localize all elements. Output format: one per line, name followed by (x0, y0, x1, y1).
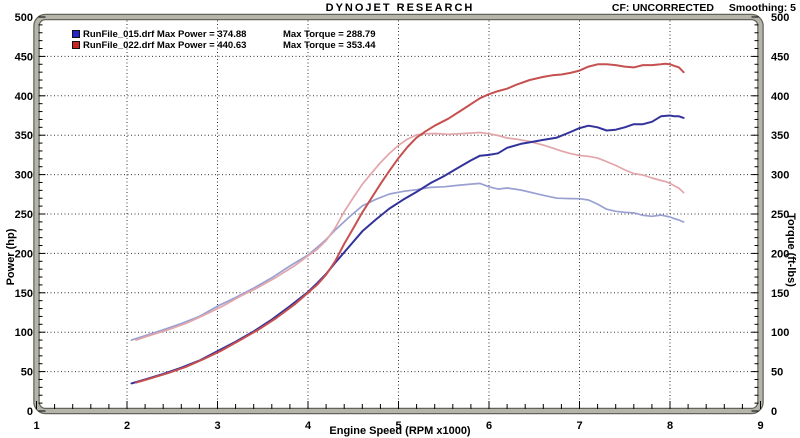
x-axis-title: Engine Speed (RPM x1000) (329, 425, 471, 437)
y-tick-left-350: 350 (15, 130, 33, 142)
header-right: CF: UNCORRECTED Smoothing: 5 (612, 2, 796, 14)
y-axis-title-power: Power (hp) (5, 228, 17, 286)
y-tick-right-250: 250 (771, 209, 789, 221)
legend-label-power: RunFile_022.drf Max Power = 440.63 (83, 40, 247, 51)
y-tick-right-500: 500 (771, 12, 789, 24)
y-tick-left-100: 100 (15, 327, 33, 339)
y-tick-right-450: 450 (771, 51, 789, 63)
y-tick-left-300: 300 (15, 170, 33, 182)
y-tick-right-0: 0 (771, 406, 777, 418)
legend-label-torque: Max Torque = 288.79 (283, 29, 376, 40)
legend-label-power: RunFile_015.drf Max Power = 374.88 (83, 29, 247, 40)
plot-frame (33, 13, 764, 415)
x-tick-5: 5 (395, 420, 401, 432)
smoothing-label: Smoothing: 5 (728, 2, 796, 14)
y-tick-right-350: 350 (771, 130, 789, 142)
axis-ticks (36, 16, 761, 412)
y-tick-left-400: 400 (15, 91, 33, 103)
curve-power_015 (130, 114, 685, 385)
legend-swatch-red (72, 41, 80, 49)
curve-torque_015 (130, 182, 685, 341)
y-tick-left-150: 150 (15, 288, 33, 300)
legend-label-torque: Max Torque = 353.44 (283, 40, 376, 51)
x-tick-7: 7 (576, 420, 582, 432)
y-tick-left-500: 500 (15, 12, 33, 24)
y-tick-left-450: 450 (15, 51, 33, 63)
page-title: DYNOJET RESEARCH (325, 2, 475, 14)
y-tick-left-0: 0 (27, 406, 33, 418)
x-tick-6: 6 (486, 420, 492, 432)
y-tick-left-250: 250 (15, 209, 33, 221)
legend-swatch-blue (72, 30, 80, 38)
y-tick-right-400: 400 (771, 91, 789, 103)
x-tick-1: 1 (33, 420, 39, 432)
y-tick-right-300: 300 (771, 170, 789, 182)
axis-tick-labels: 0 0 50 50 100 100 150 150 200 200 250 250 300 300 350 3… (15, 12, 790, 432)
x-tick-4: 4 (305, 420, 312, 432)
y-axis-title-torque: Torque (ft-lbs) (785, 213, 797, 287)
curve-power_022 (135, 62, 685, 384)
y-tick-right-100: 100 (771, 327, 789, 339)
y-tick-left-200: 200 (15, 248, 33, 260)
y-tick-right-150: 150 (771, 288, 789, 300)
x-tick-8: 8 (667, 420, 673, 432)
correction-factor-label: CF: UNCORRECTED (611, 2, 714, 14)
x-tick-3: 3 (214, 420, 220, 432)
x-tick-2: 2 (124, 420, 130, 432)
y-tick-right-50: 50 (771, 367, 783, 379)
x-tick-9: 9 (757, 420, 763, 432)
curves (130, 62, 685, 385)
y-tick-right-200: 200 (771, 248, 789, 260)
gridlines (36, 17, 761, 411)
curve-torque_022 (135, 131, 685, 341)
y-tick-left-50: 50 (21, 367, 33, 379)
